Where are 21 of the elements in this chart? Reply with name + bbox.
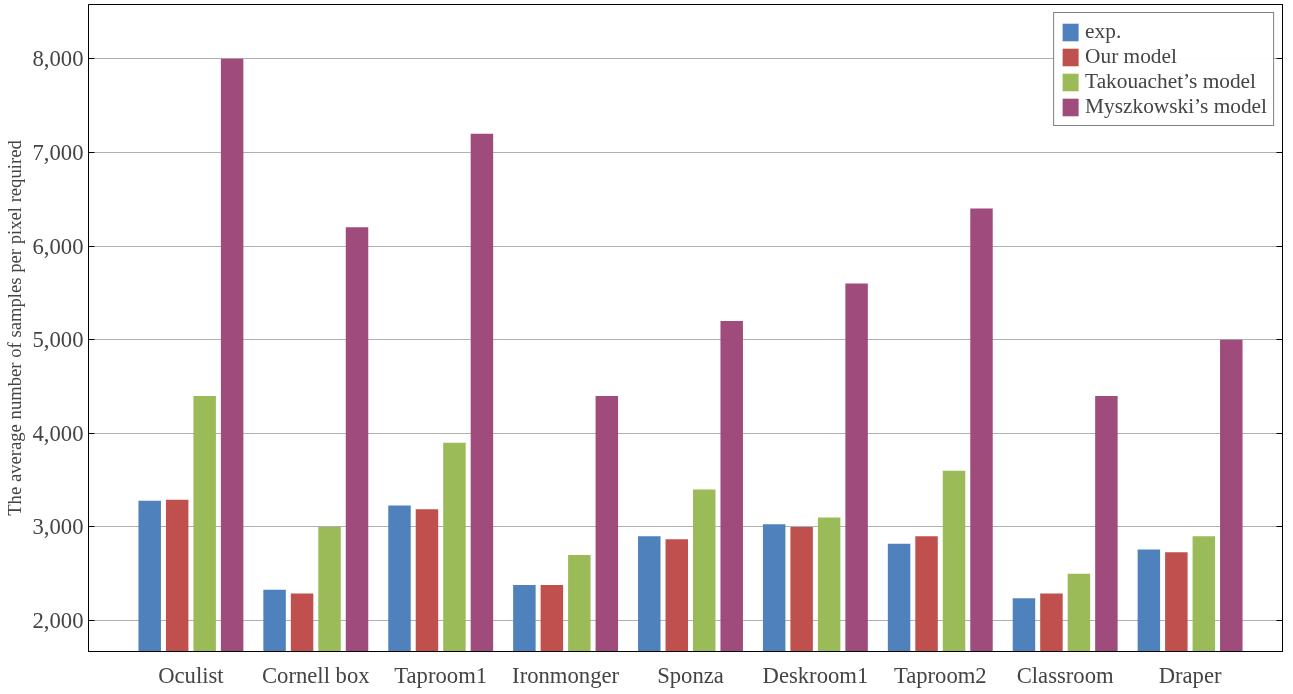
- y-axis-title: The average number of samples per pixel required: [3, 139, 25, 516]
- x-tick-label: Sponza: [657, 662, 724, 688]
- legend-label: Our model: [1085, 44, 1177, 69]
- y-tick-label: 4,000: [32, 420, 84, 446]
- x-tick-label: Draper: [1158, 662, 1222, 688]
- y-tick-label: 2,000: [32, 608, 84, 634]
- x-tick-label: Taproom1: [394, 662, 488, 688]
- y-tick-label: 8,000: [32, 46, 84, 72]
- x-tick-label: Classroom: [1016, 662, 1115, 688]
- y-tick-label: 3,000: [32, 514, 84, 540]
- y-tick-label: 6,000: [32, 233, 84, 259]
- y-tick-label: 7,000: [32, 139, 84, 165]
- x-tick-label: Oculist: [158, 662, 225, 688]
- x-tick-label: Deskroom1: [762, 662, 869, 688]
- x-tick-label: Cornell box: [262, 662, 371, 688]
- x-tick-label: Ironmonger: [512, 662, 620, 688]
- y-tick-label: 5,000: [32, 327, 84, 353]
- legend-label: Takouachet’s model: [1085, 69, 1256, 94]
- legend-label: exp.: [1085, 19, 1122, 44]
- legend-label: Myszkowski’s model: [1085, 94, 1267, 119]
- x-tick-label: Taproom2: [893, 662, 987, 688]
